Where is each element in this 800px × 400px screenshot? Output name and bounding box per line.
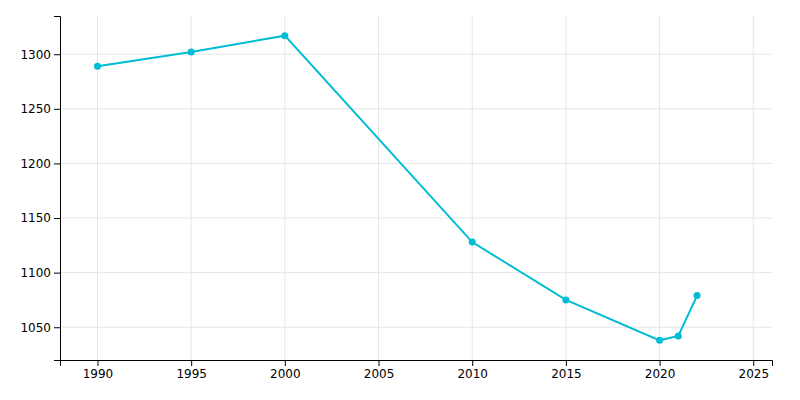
tick-mark (97, 360, 98, 366)
tick: 1100 (20, 266, 60, 280)
line (97, 36, 697, 341)
tick-mark (54, 273, 60, 274)
tick-label: 2020 (645, 367, 676, 381)
point (188, 49, 195, 56)
point (469, 239, 476, 246)
marks (94, 32, 701, 344)
tick-mark (285, 360, 286, 366)
axis-line (54, 17, 61, 361)
point (94, 63, 101, 70)
tick: 1200 (20, 157, 60, 171)
x-axis: 1990 1995 2000 2005 2010 2015 2020 2025 (61, 360, 773, 381)
grid-line (60, 327, 772, 328)
tick-mark (54, 109, 60, 110)
tick-mark (54, 327, 60, 328)
grid-line (753, 16, 754, 360)
tick: 1050 (20, 321, 60, 335)
tick-label: 2005 (364, 367, 395, 381)
tick-label: 2015 (551, 367, 582, 381)
tick-mark (472, 360, 473, 366)
tick: 2015 (551, 360, 582, 381)
tick: 2010 (457, 360, 488, 381)
grid-line (191, 16, 192, 360)
tick-label: 1200 (20, 157, 51, 171)
grid (60, 16, 772, 360)
grid-line (60, 218, 772, 219)
grid-line (284, 16, 285, 360)
tick-mark (54, 54, 60, 55)
grid-line (472, 16, 473, 360)
tick-label: 1150 (20, 211, 51, 225)
grid-line (60, 163, 772, 164)
tick-mark (566, 360, 567, 366)
axis-line (61, 361, 773, 367)
tick-label: 1995 (176, 367, 207, 381)
tick-mark (660, 360, 661, 366)
tick-label: 1300 (20, 48, 51, 62)
point (281, 32, 288, 39)
grid-line (60, 108, 772, 109)
tick: 1250 (20, 102, 60, 116)
tick: 1990 (83, 360, 114, 381)
grid-line (60, 54, 772, 55)
grid-line (565, 16, 566, 360)
tick-mark (379, 360, 380, 366)
tick-mark (753, 360, 754, 366)
point (675, 332, 682, 339)
tick-mark (191, 360, 192, 366)
chart: 1990 1995 2000 2005 2010 2015 2020 2025 1050 1100… (0, 0, 800, 400)
tick: 2000 (270, 360, 301, 381)
point (656, 337, 663, 344)
tick: 1150 (20, 211, 60, 225)
tick-mark (54, 163, 60, 164)
tick-label: 1100 (20, 266, 51, 280)
tick-label: 1990 (83, 367, 114, 381)
tick: 2025 (738, 360, 769, 381)
tick: 2005 (364, 360, 395, 381)
tick: 1300 (20, 48, 60, 62)
tick-mark (54, 218, 60, 219)
tick-label: 2025 (738, 367, 769, 381)
y-axis: 1050 1100 1150 1200 1250 1300 (20, 17, 60, 361)
tick-label: 2000 (270, 367, 301, 381)
tick-label: 2010 (457, 367, 488, 381)
tick: 1995 (176, 360, 207, 381)
tick-label: 1050 (20, 321, 51, 335)
grid-line (60, 272, 772, 273)
tick-label: 1250 (20, 102, 51, 116)
point (562, 296, 569, 303)
tick: 2020 (645, 360, 676, 381)
point (694, 292, 701, 299)
grid-line (378, 16, 379, 360)
plot: 1990 1995 2000 2005 2010 2015 2020 2025 1050 1100… (20, 16, 772, 381)
grid-line (659, 16, 660, 360)
